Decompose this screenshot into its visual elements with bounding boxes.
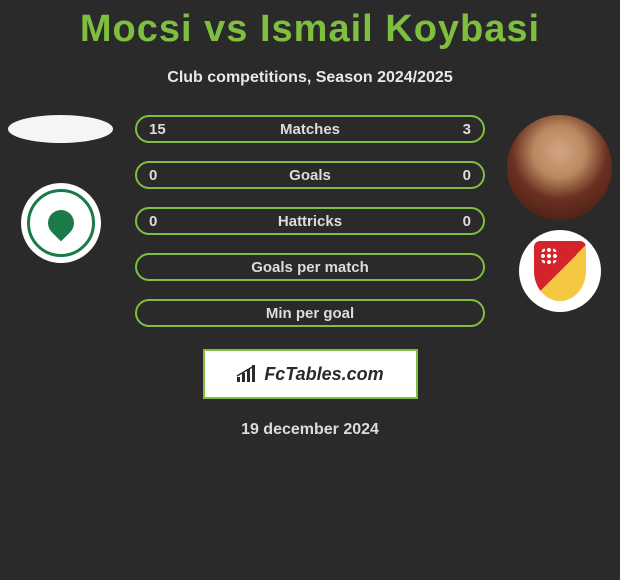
date-label: 19 december 2024 xyxy=(0,421,620,439)
stat-label: Min per goal xyxy=(266,305,354,322)
logo-box[interactable]: FcTables.com xyxy=(203,349,418,399)
stat-left-value: 0 xyxy=(149,167,157,184)
stat-label: Hattricks xyxy=(278,213,342,230)
stat-left-value: 15 xyxy=(149,121,166,138)
club-left-leaf-icon xyxy=(42,205,79,242)
comparison-panel: 15 Matches 3 0 Goals 0 0 Hattricks 0 Goa… xyxy=(0,115,620,439)
subtitle: Club competitions, Season 2024/2025 xyxy=(0,69,620,87)
stat-row-goals-per-match: Goals per match xyxy=(135,253,485,281)
page-title: Mocsi vs Ismail Koybasi xyxy=(0,0,620,51)
player-left-avatar xyxy=(8,115,113,143)
club-right-badge xyxy=(519,230,601,312)
player-right-avatar xyxy=(507,115,612,220)
stat-label: Goals xyxy=(289,167,331,184)
bar-chart-icon xyxy=(236,365,258,383)
club-right-shield-icon xyxy=(534,241,586,301)
stat-label: Matches xyxy=(280,121,340,138)
stat-row-goals: 0 Goals 0 xyxy=(135,161,485,189)
stat-left-value: 0 xyxy=(149,213,157,230)
stats-list: 15 Matches 3 0 Goals 0 0 Hattricks 0 Goa… xyxy=(135,115,485,327)
logo-text: FcTables.com xyxy=(264,364,383,385)
stat-right-value: 3 xyxy=(463,121,471,138)
club-left-badge xyxy=(21,183,101,263)
stat-right-value: 0 xyxy=(463,213,471,230)
left-column xyxy=(8,115,113,263)
stat-label: Goals per match xyxy=(251,259,369,276)
stat-right-value: 0 xyxy=(463,167,471,184)
right-column xyxy=(507,115,612,312)
stat-row-min-per-goal: Min per goal xyxy=(135,299,485,327)
stat-row-matches: 15 Matches 3 xyxy=(135,115,485,143)
stat-row-hattricks: 0 Hattricks 0 xyxy=(135,207,485,235)
